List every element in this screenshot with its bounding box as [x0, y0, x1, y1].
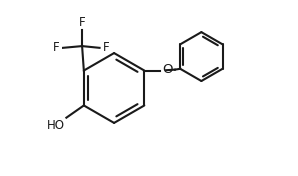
Text: O: O — [163, 63, 173, 76]
Text: F: F — [79, 16, 86, 29]
Text: F: F — [53, 41, 59, 54]
Text: HO: HO — [46, 119, 65, 131]
Text: F: F — [103, 41, 110, 54]
